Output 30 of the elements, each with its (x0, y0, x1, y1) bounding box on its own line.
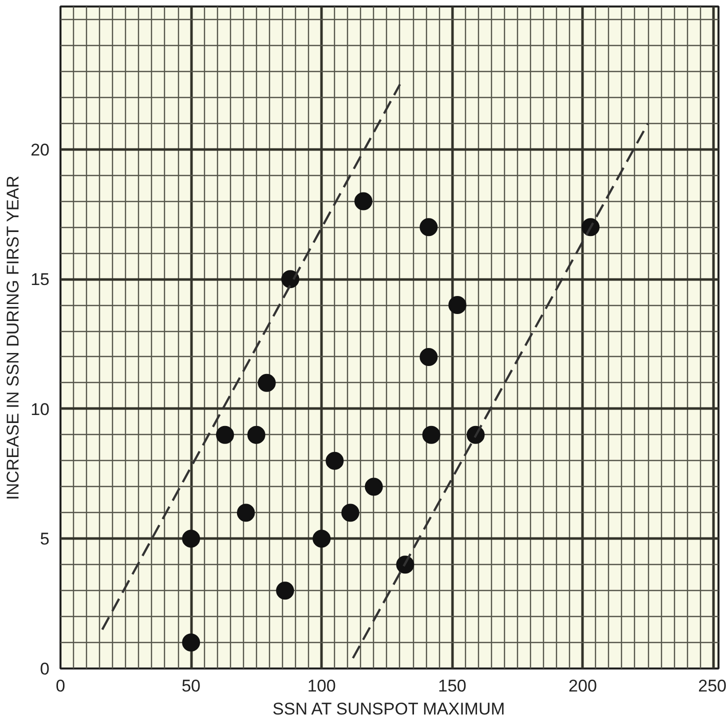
y-tick-label: 10 (30, 400, 50, 419)
y-tick-label: 5 (40, 530, 50, 549)
point (326, 452, 344, 470)
point (354, 192, 372, 210)
point (420, 348, 438, 366)
y-axis-title: INCREASE IN SSN DURING FIRST YEAR (4, 176, 23, 500)
point (276, 582, 294, 600)
y-tick-label: 15 (30, 270, 50, 290)
point (448, 296, 466, 314)
point (341, 504, 360, 522)
x-tick-label: 200 (568, 676, 597, 696)
x-tick-label: 50 (182, 676, 201, 696)
point (422, 426, 440, 444)
point (216, 426, 234, 444)
x-tick-label: 250 (698, 676, 726, 696)
point (236, 504, 255, 522)
x-axis-title: SSN AT SUNSPOT MAXIMUM (272, 700, 505, 718)
x-tick-label: 100 (307, 676, 336, 696)
y-tick-label: 0 (40, 660, 50, 678)
point (364, 478, 383, 496)
point (258, 374, 276, 392)
point (182, 634, 200, 652)
y-tick-label: 20 (30, 140, 50, 160)
x-tick-label: 150 (438, 676, 466, 696)
point (182, 530, 200, 548)
point (312, 530, 331, 548)
point (247, 426, 266, 444)
point (420, 218, 438, 236)
x-tick-label: 0 (56, 676, 66, 696)
point (281, 270, 300, 288)
